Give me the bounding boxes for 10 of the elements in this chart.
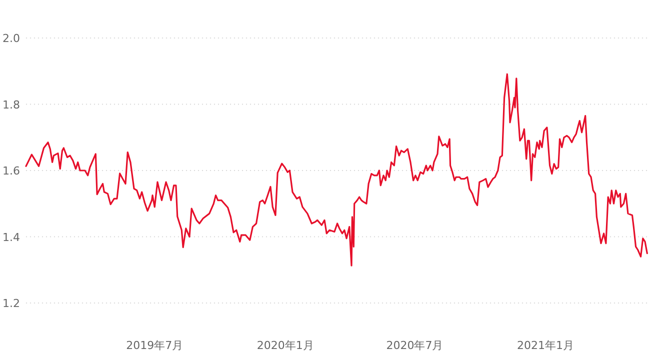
line-series	[25, 73, 648, 266]
y-tick-label: 1.2	[2, 297, 20, 310]
y-tick-label: 2.0	[2, 32, 20, 45]
y-tick-label: 1.4	[2, 230, 20, 244]
x-tick-label: 2021年1月	[517, 339, 574, 352]
x-tick-label: 2020年1月	[256, 339, 314, 352]
y-tick-label: 1.6	[2, 164, 20, 178]
x-tick-label: 2020年7月	[386, 339, 444, 352]
y-tick-label: 1.8	[2, 98, 20, 112]
x-tick-label: 2019年7月	[126, 339, 184, 352]
